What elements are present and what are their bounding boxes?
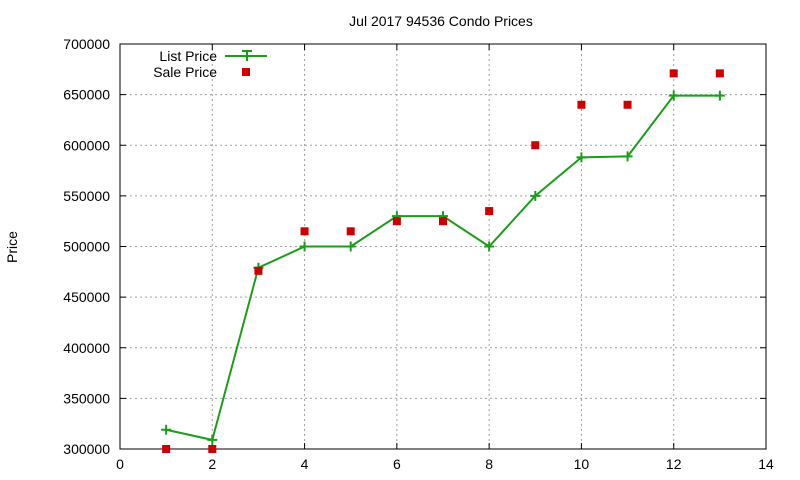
y-tick-label: 450000 [63,289,110,305]
y-tick-label: 400000 [63,340,110,356]
y-tick-label: 550000 [63,188,110,204]
x-tick-label: 10 [574,456,590,472]
legend-marker-sale-price [242,68,250,76]
data-point-list-price [714,90,725,101]
data-point-list-price [207,434,218,445]
x-tick-label: 4 [301,456,309,472]
data-point-list-price [530,190,541,201]
data-point-sale-price [715,69,724,78]
data-point-sale-price [392,217,401,226]
series-list-price [161,90,725,445]
data-point-sale-price [439,217,447,226]
y-tick-label: 300000 [63,441,110,457]
data-point-list-price [345,241,356,252]
data-point-sale-price [485,207,494,216]
y-tick-label: 650000 [63,87,110,103]
data-point-sale-price [531,141,540,150]
y-tick-label: 500000 [63,239,110,255]
legend-label-sale-price: Sale Price [153,64,217,80]
data-point-sale-price [346,227,355,236]
data-point-sale-price [162,445,171,453]
data-point-sale-price [577,100,586,109]
legend-label-list-price: List Price [159,48,217,64]
legend-marker-list-price [242,50,252,61]
data-point-list-price [299,241,310,252]
data-point-sale-price [623,100,632,109]
data-point-sale-price [254,266,263,275]
data-point-list-price [161,424,172,435]
y-tick-label: 700000 [63,36,110,52]
y-axis-title: Price [4,231,20,263]
legend: List Price Sale Price [153,48,267,80]
x-tick-label: 6 [393,456,401,472]
x-axis: 0 2 4 6 8 10 12 14 [116,44,774,472]
y-tick-label: 350000 [63,390,110,406]
data-point-sale-price [669,69,678,78]
x-tick-label: 14 [758,456,774,472]
x-tick-label: 12 [666,456,682,472]
grid [120,44,766,449]
data-point-list-price [484,241,495,252]
y-axis: 300000 350000 400000 450000 500000 550000 6000… [63,36,766,457]
series-sale-price [162,69,724,453]
series-layer [161,69,725,453]
data-point-list-price [668,90,679,101]
x-tick-label: 0 [116,456,124,472]
data-point-sale-price [208,445,217,453]
chart-title: Jul 2017 94536 Condo Prices [349,13,533,29]
x-tick-label: 2 [208,456,216,472]
y-tick-label: 600000 [63,137,110,153]
data-point-list-price [576,152,587,163]
series-line-list-price [165,94,720,442]
x-tick-label: 8 [485,456,493,472]
data-point-list-price [622,151,633,162]
data-point-sale-price [300,227,309,236]
